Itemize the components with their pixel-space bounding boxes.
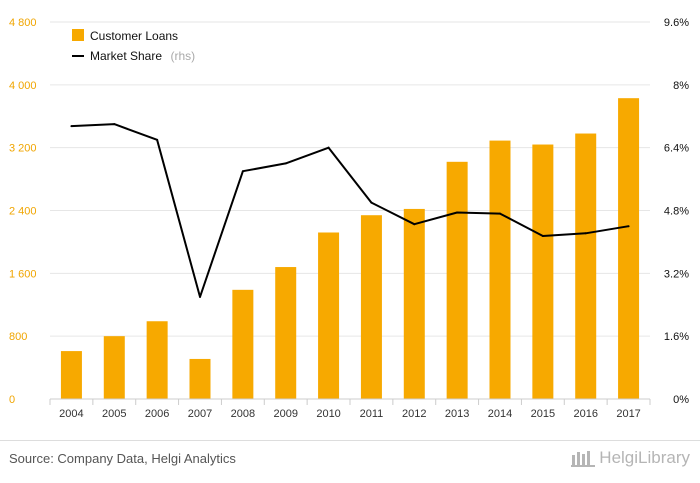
bar-series [60, 98, 640, 400]
y-left-tick-label: 800 [9, 331, 27, 343]
legend-note-rhs: (rhs) [170, 49, 195, 63]
y-right-tick-label: 0% [673, 394, 689, 406]
y-right-tick-label: 9.6% [664, 17, 689, 29]
line-point-2015 [541, 235, 544, 238]
bar-2013 [446, 161, 468, 399]
bar-2008 [232, 289, 254, 399]
x-tick-label: 2010 [316, 408, 340, 420]
bar-2005 [103, 336, 125, 399]
y-left-tick-label: 0 [9, 394, 15, 406]
bar-2014 [489, 140, 511, 400]
legend-label-market-share: Market Share [90, 49, 162, 63]
x-tick-label: 2016 [573, 408, 597, 420]
y-right-tick-label: 1.6% [664, 331, 689, 343]
bar-2017 [618, 98, 640, 399]
y-right-tick-label: 3.2% [664, 268, 689, 280]
x-tick-label: 2013 [445, 408, 469, 420]
line-point-2005 [113, 123, 116, 126]
bar-2015 [532, 144, 554, 399]
line-point-2010 [327, 146, 330, 149]
y-left-tick-label: 4 800 [9, 17, 37, 29]
line-point-2009 [284, 162, 287, 165]
bar-2012 [403, 208, 425, 399]
brand-name: HelgiLibrary [599, 448, 690, 467]
library-icon [571, 451, 596, 467]
x-tick-label: 2007 [188, 408, 212, 420]
chart: 0 800 1 600 2 400 3 200 4 000 4 800 0% 1.6% 3.2% 4… [9, 17, 689, 420]
x-tick-label: 2005 [102, 408, 126, 420]
x-tick-label: 2004 [59, 408, 83, 420]
line-point-2007 [199, 295, 201, 298]
line-point-2013 [456, 211, 459, 214]
y-left-tick-label: 1 600 [9, 268, 37, 280]
y-right-tick-label: 6.4% [664, 143, 689, 155]
line-point-2006 [156, 138, 159, 141]
bar-2009 [275, 267, 297, 399]
x-tick-label: 2011 [360, 408, 384, 420]
bar-2004 [60, 351, 82, 399]
x-tick-label: 2014 [488, 408, 512, 420]
y-right-tick-label: 4.8% [664, 206, 689, 218]
legend-label-market-share-group: Market Share (rhs) [90, 47, 195, 64]
gridlines [50, 21, 650, 337]
line-point-2017 [627, 225, 630, 228]
line-point-2008 [241, 170, 244, 173]
legend: Customer Loans Market Share (rhs) [72, 29, 195, 64]
x-tick-label: 2017 [616, 408, 640, 420]
line-point-2004 [70, 125, 73, 128]
y-right-tick-label: 8% [673, 80, 689, 92]
bar-2011 [360, 215, 382, 399]
y-left-tick-label: 4 000 [9, 80, 37, 92]
x-tick-label: 2006 [145, 408, 169, 420]
source-note: Source: Company Data, Helgi Analytics [9, 451, 236, 466]
line-point-2014 [499, 212, 501, 215]
market-share-line [71, 123, 629, 298]
footer: Source: Company Data, Helgi Analytics He… [0, 440, 700, 483]
legend-label-customer-loans: Customer Loans [90, 29, 178, 43]
y-left-tick-label: 2 400 [9, 206, 37, 218]
axes: 0 800 1 600 2 400 3 200 4 000 4 800 0% 1.6% 3.2% 4… [9, 17, 689, 420]
x-tick-label: 2009 [273, 408, 297, 420]
line-point-2012 [413, 223, 416, 226]
x-tick-label: 2008 [231, 408, 255, 420]
bar-2016 [575, 133, 597, 399]
legend-swatch-customer-loans [72, 29, 84, 41]
bar-2006 [146, 321, 168, 399]
bar-2007 [189, 358, 211, 399]
x-tick-label: 2012 [402, 408, 426, 420]
line-series [70, 123, 630, 298]
bar-2010 [318, 232, 340, 399]
brand-logo: HelgiLibrary [571, 448, 690, 468]
y-left-tick-label: 3 200 [9, 143, 37, 155]
line-point-2016 [584, 232, 587, 235]
x-tick-label: 2015 [531, 408, 555, 420]
line-point-2011 [370, 201, 373, 204]
